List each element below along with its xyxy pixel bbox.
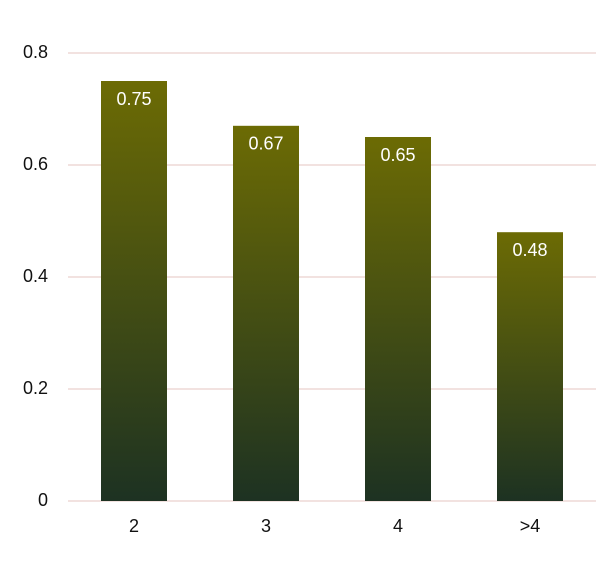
x-tick-label: 2	[129, 516, 139, 536]
x-tick-label: 3	[261, 516, 271, 536]
bar	[497, 232, 563, 501]
y-tick-label: 0.2	[23, 378, 48, 398]
value-label: 0.67	[248, 134, 283, 154]
bar	[101, 81, 167, 501]
y-tick-label: 0	[38, 490, 48, 510]
bar	[365, 137, 431, 501]
value-label: 0.75	[116, 89, 151, 109]
value-label: 0.48	[512, 240, 547, 260]
x-tick-label: >4	[520, 516, 541, 536]
value-label: 0.65	[380, 145, 415, 165]
y-tick-label: 0.4	[23, 266, 48, 286]
y-tick-label: 0.8	[23, 42, 48, 62]
y-tick-label: 0.6	[23, 154, 48, 174]
bar	[233, 125, 299, 502]
x-tick-label: 4	[393, 516, 403, 536]
